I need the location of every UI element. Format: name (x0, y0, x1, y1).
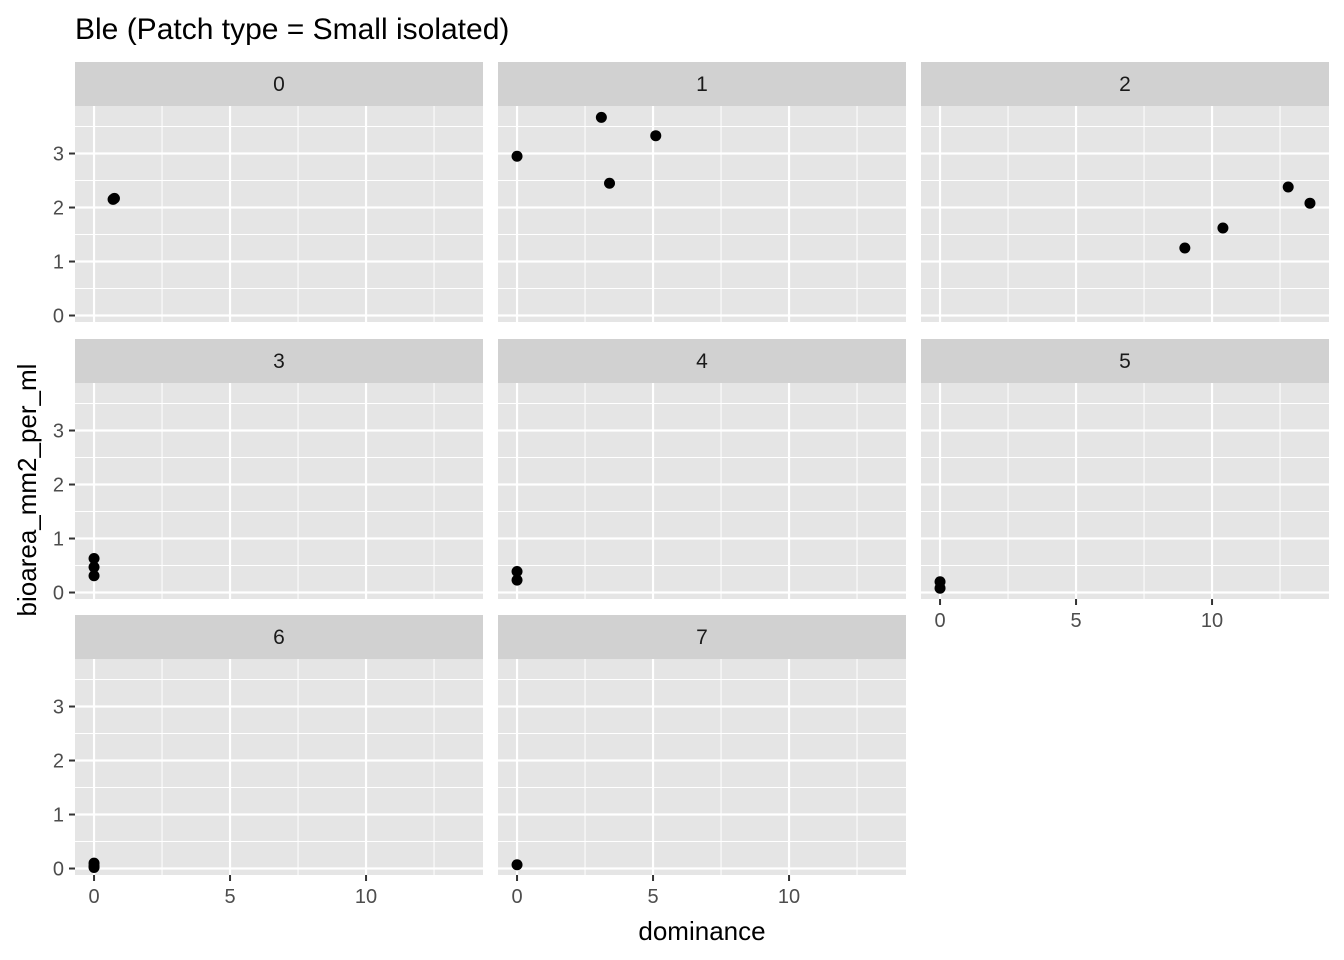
x-tick-label: 10 (355, 886, 377, 908)
data-point (511, 859, 523, 871)
data-point (88, 553, 100, 564)
x-tick-label: 0 (88, 886, 99, 908)
y-tick-label: 0 (53, 583, 64, 605)
panel-background (75, 383, 483, 599)
facet-strip (75, 339, 483, 383)
data-point (604, 177, 616, 189)
facet-strip (921, 339, 1329, 383)
facet-strip-label: 0 (273, 73, 285, 96)
data-point (1217, 222, 1229, 234)
y-tick-label: 3 (53, 144, 64, 166)
x-axis-title: dominance (638, 916, 765, 946)
panel-background (75, 106, 483, 322)
facet-panel-0: 0 0 1 2 3 (53, 62, 483, 328)
facet-strip (75, 62, 483, 106)
facet-panel-3: 3 0 1 2 3 (53, 339, 483, 605)
facet-strip-label: 2 (1119, 73, 1131, 96)
data-point (88, 561, 100, 573)
data-point (88, 861, 100, 873)
y-axis-title: bioarea_mm2_per_ml (12, 364, 42, 617)
x-tick-label: 10 (1201, 610, 1223, 632)
facet-strip-label: 3 (273, 350, 285, 373)
facet-panel-7: 7 0 5 10 (498, 615, 906, 908)
x-tick-label: 0 (934, 610, 945, 632)
data-point (511, 150, 523, 162)
panel-background (921, 106, 1329, 322)
data-point (934, 582, 946, 594)
facet-panel-4: 4 (498, 339, 906, 599)
facet-strip-label: 4 (696, 350, 708, 373)
y-tick-label: 2 (53, 751, 64, 773)
y-tick-label: 2 (53, 475, 64, 497)
data-point (88, 570, 100, 582)
panel-background (498, 659, 906, 875)
y-tick-label: 1 (53, 529, 64, 551)
facet-strip (921, 62, 1329, 106)
facet-panel-1: 1 (498, 62, 906, 322)
panel-background (498, 383, 906, 599)
data-point (1282, 181, 1294, 193)
facet-strip (498, 62, 906, 106)
y-tick-label: 0 (53, 306, 64, 328)
x-tick-label: 5 (647, 886, 658, 908)
y-tick-label: 0 (53, 859, 64, 881)
data-point (511, 565, 523, 577)
x-tick-label: 5 (224, 886, 235, 908)
facet-strip-label: 1 (696, 73, 708, 96)
y-tick-label: 1 (53, 252, 64, 274)
facet-strip-label: 6 (273, 626, 285, 649)
panel-background (75, 659, 483, 875)
facet-panel-5: 5 0 5 10 (921, 339, 1329, 632)
facet-panel-2: 2 (921, 62, 1329, 322)
y-tick-label: 3 (53, 421, 64, 443)
facet-panel-6: 6 0 1 2 3 0 5 10 (53, 615, 483, 908)
y-tick-label: 2 (53, 198, 64, 220)
data-point (650, 130, 662, 142)
facet-strip (498, 615, 906, 659)
chart-title: Ble (Patch type = Small isolated) (75, 13, 509, 46)
x-tick-label: 0 (511, 886, 522, 908)
facet-strip-label: 7 (696, 626, 708, 649)
data-point (108, 192, 120, 204)
panel-background (921, 383, 1329, 599)
x-tick-label: 10 (778, 886, 800, 908)
facet-panels: 0 0 1 2 3 1 2 3 0 1 2 3 4 5 0 5 10 6 0 1 2 3 0 5 10 7 0 5 10 (53, 62, 1329, 908)
data-point (1179, 242, 1191, 254)
data-point (595, 111, 607, 123)
y-tick-label: 3 (53, 697, 64, 719)
data-point (1304, 197, 1316, 209)
panel-background (498, 106, 906, 322)
facet-strip (498, 339, 906, 383)
facet-strip (75, 615, 483, 659)
facet-strip-label: 5 (1119, 350, 1131, 373)
x-tick-label: 5 (1070, 610, 1081, 632)
data-point (511, 574, 523, 586)
y-tick-label: 1 (53, 805, 64, 827)
